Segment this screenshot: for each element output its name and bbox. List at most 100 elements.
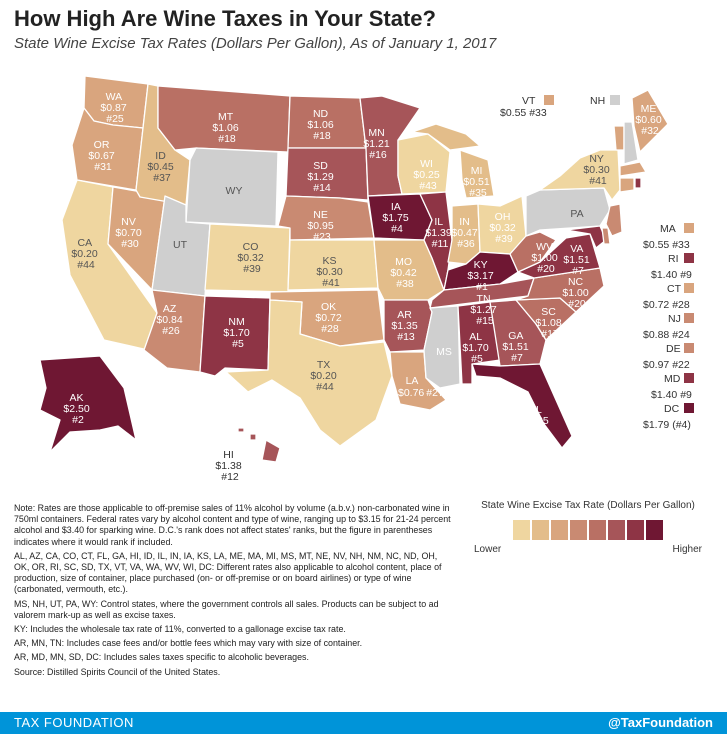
callout-DE-abbr: DE	[666, 343, 681, 355]
callout-CT-text: $0.72 #28	[643, 299, 690, 311]
state-shape-SD[interactable]	[285, 147, 369, 201]
label-ID: ID $0.45 #37	[147, 150, 176, 184]
footer-handle[interactable]: @TaxFoundation	[608, 715, 713, 730]
state-shape-HI[interactable]	[261, 439, 281, 463]
legend-swatch-5	[589, 520, 606, 540]
note-source: Source: Distilled Spirits Council of the…	[14, 666, 221, 677]
note-case-fees: AR, MN, TN: Includes case fees and/or bo…	[14, 638, 363, 649]
callout-MA-abbr: MA	[660, 223, 676, 235]
legend-swatch-4	[570, 520, 587, 540]
callout-CT-swatch	[684, 283, 694, 293]
legend-swatches	[468, 520, 708, 540]
label-NC: NC $1.00 #20	[562, 276, 591, 310]
callout-DC-text: $1.79 (#4)	[643, 419, 691, 431]
label-ND: ND $1.06 #18	[307, 108, 336, 142]
label-AL: AL $1.70 #5	[462, 331, 491, 365]
label-AZ: AZ $0.84 #26	[156, 303, 185, 337]
legend-swatch-2	[532, 520, 549, 540]
callout-CT-abbr: CT	[667, 283, 682, 295]
label-IL: IL $1.39 #11	[425, 216, 454, 250]
callout-DC-swatch	[684, 403, 694, 413]
map-title: How High Are Wine Taxes in Your State?	[14, 6, 436, 31]
label-LA-value: $0.76 #27	[398, 387, 444, 399]
label-NM: NM $1.70 #5	[223, 316, 252, 350]
callout-VT-text: $0.55 #33	[500, 107, 547, 119]
callout-RI-swatch	[684, 253, 694, 263]
label-WI: WI $0.25 #43	[413, 158, 442, 192]
callout-MA-text: $0.55 #33	[643, 239, 690, 251]
state-shape-HI-3[interactable]	[237, 427, 245, 433]
callout-MA-swatch	[684, 223, 694, 233]
label-MS: MS	[436, 346, 452, 358]
label-ME: ME $0.60 #32	[635, 103, 664, 137]
state-shape-HI-2[interactable]	[249, 433, 257, 441]
label-WY: WY	[226, 185, 243, 197]
label-SC: SC $1.08 #17	[535, 306, 564, 340]
state-shape-DE[interactable]	[601, 227, 611, 245]
callout-NJ-abbr: NJ	[668, 313, 681, 325]
footer-bar: TAX FOUNDATION @TaxFoundation	[0, 712, 727, 734]
callout-NJ-text: $0.88 #24	[643, 329, 690, 341]
callout-MD-text: $1.40 #9	[651, 389, 692, 401]
state-shape-WY	[185, 147, 279, 227]
label-WA: WA $0.87 #25	[100, 91, 129, 125]
legend-swatch-8	[646, 520, 663, 540]
state-shape-MI[interactable]	[459, 149, 495, 199]
callout-MD-abbr: MD	[664, 373, 681, 385]
callout-NH-swatch	[610, 95, 620, 105]
label-HI: HI $1.38 #12	[215, 449, 244, 483]
callout-MD-swatch	[684, 373, 694, 383]
label-WV: WV $1.00 #20	[531, 241, 560, 275]
state-shape-VT[interactable]	[613, 125, 625, 151]
label-AR: AR $1.35 #13	[391, 309, 420, 343]
label-AK: AK $2.50 #2	[63, 392, 92, 426]
label-NV: NV $0.70 #30	[115, 216, 144, 250]
state-shape-MD[interactable]	[565, 225, 607, 249]
legend-swatch-6	[608, 520, 625, 540]
callout-NJ-swatch	[684, 313, 694, 323]
label-MN: MN $1.21 #16	[363, 127, 392, 161]
label-OK: OK $0.72 #28	[315, 301, 344, 335]
state-shape-AK[interactable]	[39, 355, 137, 453]
label-TN: TN $1.27 #15	[470, 293, 499, 327]
state-shape-ME[interactable]	[631, 89, 669, 153]
state-shape-RI[interactable]	[634, 177, 642, 189]
callout-DE-text: $0.97 #22	[643, 359, 690, 371]
label-UT: UT	[173, 239, 188, 251]
callout-VT-swatch	[544, 95, 554, 105]
state-shape-NJ[interactable]	[605, 203, 623, 237]
label-OR: OR $0.67 #31	[88, 139, 117, 173]
state-shape-CT[interactable]	[619, 177, 635, 193]
state-shape-MI-upper[interactable]	[411, 123, 481, 151]
callout-DC-abbr: DC	[664, 403, 680, 415]
state-shape-NE[interactable]	[277, 195, 375, 241]
label-CO: CO $0.32 #39	[237, 241, 266, 275]
note-sales-taxes: AR, MD, MN, SD, DC: Includes sales taxes…	[14, 652, 309, 663]
label-NE: NE $0.95 #23	[307, 209, 336, 243]
label-CA: CA $0.20 #44	[71, 237, 100, 271]
legend-swatch-1	[513, 520, 530, 540]
legend-swatch-3	[551, 520, 568, 540]
callout-VT-abbr: VT	[522, 95, 536, 107]
footer-brand[interactable]: TAX FOUNDATION	[14, 715, 134, 730]
callout-DE-swatch	[684, 343, 694, 353]
us-map: WA $0.87 #25 OR $0.67 #31 CA $0.20 #44 N…	[39, 75, 694, 483]
callout-NH-abbr: NH	[590, 95, 605, 107]
label-NY: NY $0.30 #41	[583, 153, 612, 187]
legend: State Wine Excise Tax Rate (Dollars Per …	[468, 500, 708, 555]
map-subtitle: State Wine Excise Tax Rates (Dollars Per…	[14, 35, 497, 52]
state-shape-MA[interactable]	[619, 161, 647, 177]
state-shape-FL[interactable]	[471, 363, 573, 449]
label-PA: PA	[570, 208, 583, 220]
legend-lower: Lower	[474, 544, 502, 555]
label-IA: IA $1.75 #4	[382, 201, 411, 235]
note-control-states: MS, NH, UT, PA, WY: Control states, wher…	[14, 598, 439, 620]
state-shape-NH	[623, 121, 639, 165]
state-shape-TX[interactable]	[225, 299, 393, 447]
notes-block: Note: Rates are those applicable to off-…	[14, 503, 454, 681]
label-KY: KY $3.17 #1	[467, 259, 496, 293]
label-MT: MT $1.06 #18	[212, 111, 241, 145]
label-IN: IN $0.47 #36	[451, 216, 480, 250]
note-rates: Note: Rates are those applicable to off-…	[14, 503, 451, 547]
label-MO: MO $0.42 #38	[390, 256, 419, 290]
